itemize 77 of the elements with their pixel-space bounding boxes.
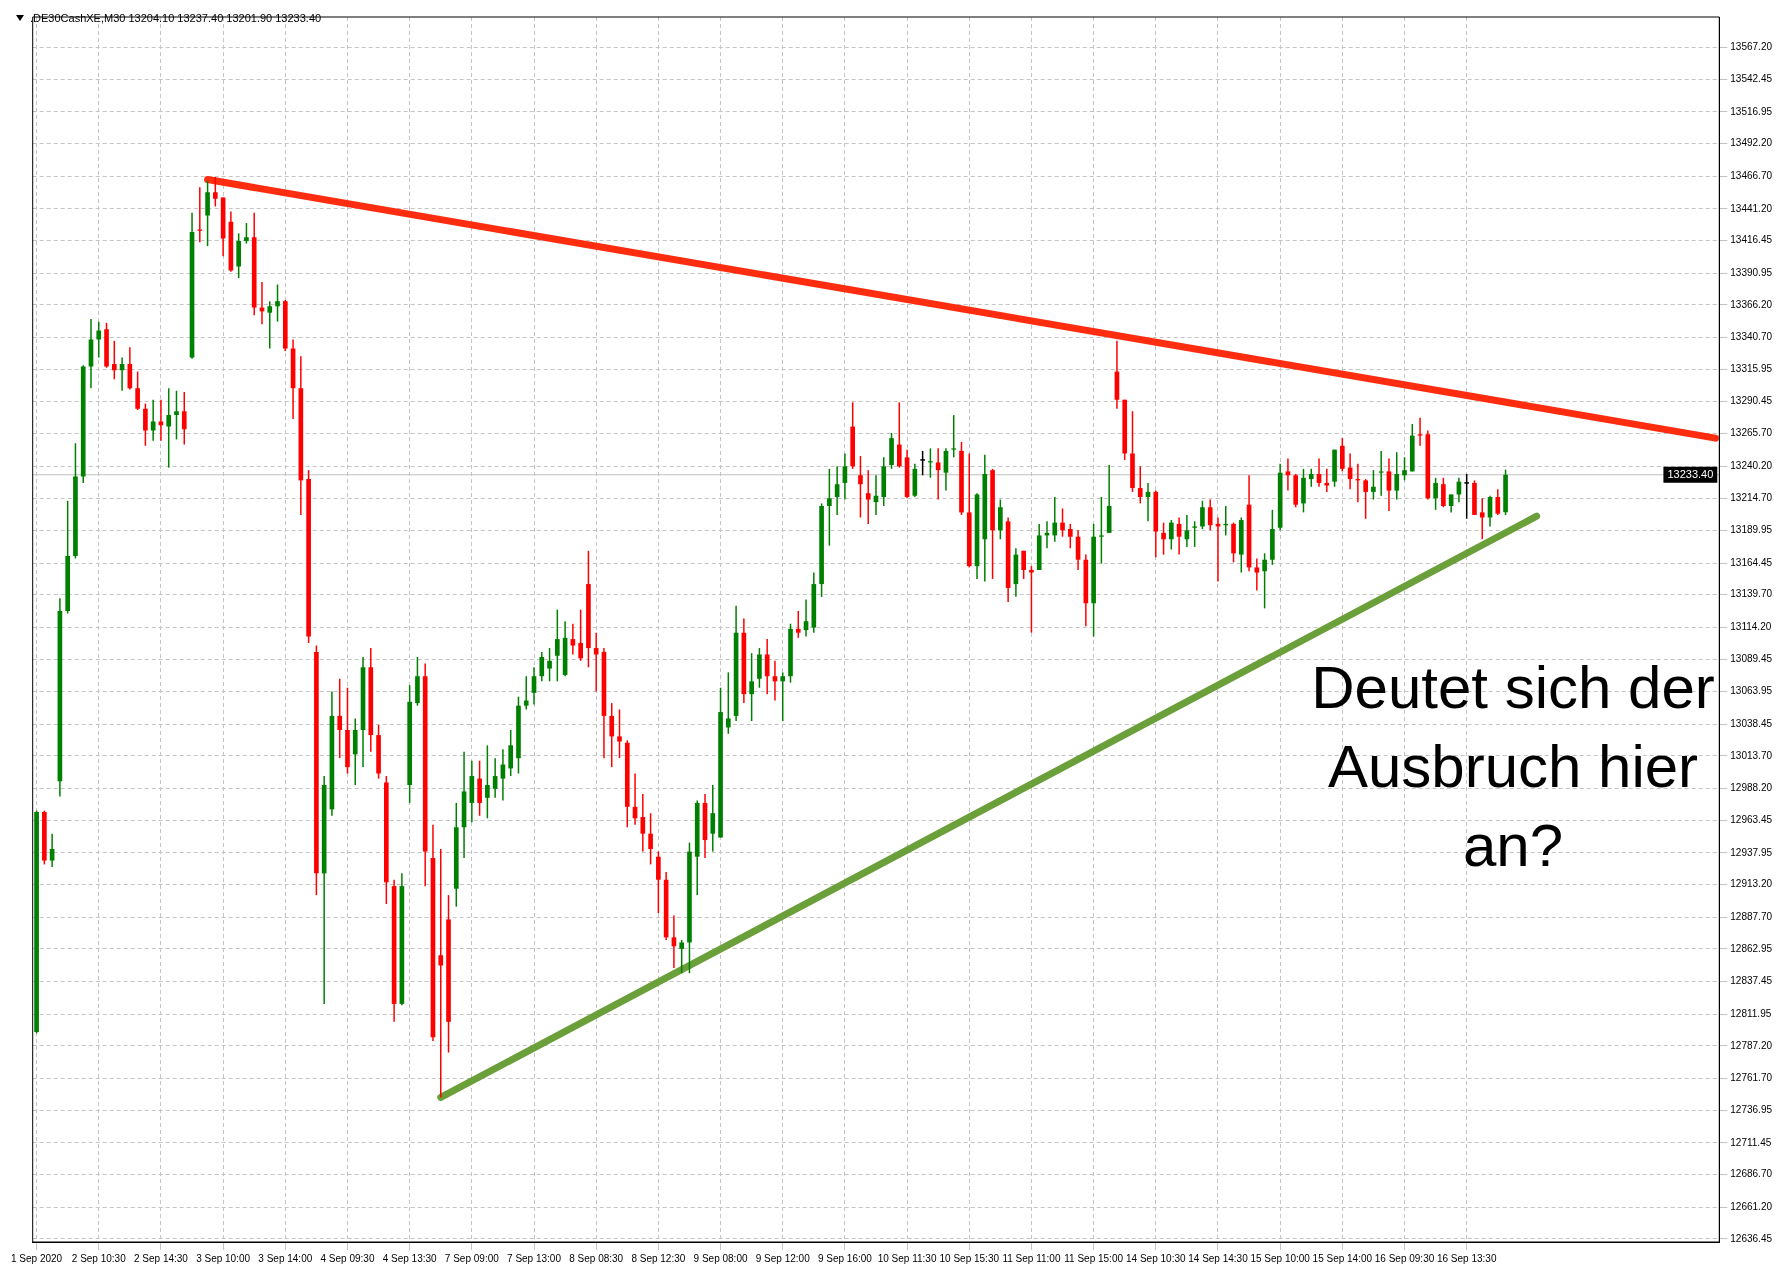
candlestick [1029, 565, 1034, 634]
y-tick-label: 13516.95 [1730, 105, 1773, 117]
chart-title: .DE30CashXE,M30 13204.10 13237.40 13201.90 13233.40 [30, 12, 322, 24]
y-tick-label: 12636.45 [1730, 1232, 1773, 1244]
candlestick [919, 450, 926, 477]
x-tick-label: 16 Sep 13:30 [1436, 1252, 1497, 1264]
x-tick-label: 8 Sep 12:30 [631, 1252, 686, 1264]
candlestick [617, 708, 622, 759]
y-tick-label: 12887.70 [1730, 911, 1773, 922]
y-tick-label: 13038.45 [1730, 718, 1773, 730]
x-tick-label: 11 Sep 11:00 [1002, 1252, 1061, 1264]
x-tick-label: 14 Sep 14:30 [1188, 1252, 1249, 1264]
y-tick-label: 13013.70 [1730, 749, 1773, 761]
y-tick-label: 13340.70 [1730, 331, 1773, 343]
y-tick-label: 13567.20 [1730, 41, 1773, 53]
x-tick-label: 7 Sep 13:00 [507, 1252, 562, 1264]
ref-line-label: 13233.40 [1667, 467, 1714, 480]
candlestick [1463, 473, 1470, 520]
x-tick-label: 15 Sep 14:00 [1312, 1252, 1373, 1264]
x-tick-label: 4 Sep 09:30 [320, 1252, 375, 1264]
y-tick-label: 12761.70 [1730, 1072, 1773, 1084]
x-tick-label: 10 Sep 15:30 [939, 1252, 1000, 1264]
y-tick-label: 13240.20 [1730, 459, 1773, 471]
x-tick-label: 9 Sep 16:00 [817, 1252, 873, 1264]
x-tick-label: 8 Sep 08:30 [569, 1252, 624, 1264]
y-tick-label: 13366.20 [1730, 298, 1773, 310]
y-tick-label: 12937.95 [1730, 846, 1773, 858]
candlestick [197, 186, 203, 244]
y-tick-label: 13441.20 [1730, 202, 1773, 214]
y-tick-label: 12711.45 [1730, 1136, 1772, 1148]
x-tick-label: 16 Sep 09:30 [1374, 1252, 1435, 1264]
candlestick [1099, 496, 1104, 565]
y-tick-label: 12686.70 [1730, 1168, 1773, 1180]
y-tick-label: 13089.45 [1730, 652, 1773, 664]
y-tick-label: 12862.95 [1730, 942, 1773, 954]
y-tick-label: 13265.70 [1730, 427, 1773, 439]
y-tick-label: 12963.45 [1730, 814, 1773, 826]
y-tick-label: 12811.95 [1730, 1007, 1772, 1019]
y-tick-label: 13390.95 [1730, 266, 1773, 278]
x-tick-label: 14 Sep 10:30 [1126, 1252, 1186, 1264]
candlestick [951, 414, 957, 459]
candlestick [679, 939, 685, 974]
y-tick-label: 12787.20 [1730, 1039, 1773, 1051]
y-tick-label: 12661.20 [1730, 1200, 1773, 1212]
x-tick-label: 7 Sep 09:00 [444, 1252, 500, 1264]
y-tick-label: 13164.45 [1730, 556, 1773, 568]
x-tick-label: 9 Sep 08:00 [693, 1252, 748, 1264]
y-tick-label: 12837.45 [1730, 975, 1773, 987]
candlestick [213, 176, 218, 208]
x-tick-label: 3 Sep 14:00 [258, 1252, 313, 1264]
x-tick-label: 2 Sep 14:30 [133, 1252, 189, 1264]
y-tick-label: 12736.95 [1730, 1103, 1773, 1115]
y-tick-label: 13466.70 [1730, 169, 1773, 181]
x-tick-label: 10 Sep 11:30 [877, 1252, 937, 1264]
y-tick-label: 13063.95 [1730, 685, 1773, 697]
x-tick-label: 15 Sep 10:00 [1250, 1252, 1311, 1264]
y-tick-label: 13139.70 [1730, 588, 1773, 600]
y-tick-label: 13416.45 [1730, 234, 1773, 246]
x-tick-label: 3 Sep 10:00 [196, 1252, 251, 1264]
y-tick-label: 13189.95 [1730, 524, 1773, 536]
candlestick [1192, 520, 1197, 548]
y-tick-label: 13492.20 [1730, 137, 1773, 149]
y-tick-label: 13290.45 [1730, 395, 1773, 407]
x-tick-label: 11 Sep 15:00 [1064, 1252, 1124, 1264]
y-tick-label: 12913.20 [1730, 878, 1773, 890]
x-tick-label: 2 Sep 10:30 [71, 1252, 127, 1264]
x-tick-label: 9 Sep 12:00 [755, 1252, 811, 1264]
y-tick-label: 13114.20 [1730, 621, 1772, 633]
x-tick-label: 4 Sep 13:30 [382, 1252, 438, 1264]
y-tick-label: 13542.45 [1730, 72, 1773, 84]
y-tick-label: 13214.70 [1730, 492, 1773, 504]
candlestick [1378, 450, 1384, 497]
y-tick-label: 13315.95 [1730, 362, 1773, 374]
x-tick-label: 1 Sep 2020 [11, 1252, 63, 1264]
y-tick-label: 12988.20 [1730, 782, 1773, 794]
candlestick [438, 848, 444, 1099]
annotation: Deutet sich der Ausbruch hier an? [1311, 654, 1715, 880]
